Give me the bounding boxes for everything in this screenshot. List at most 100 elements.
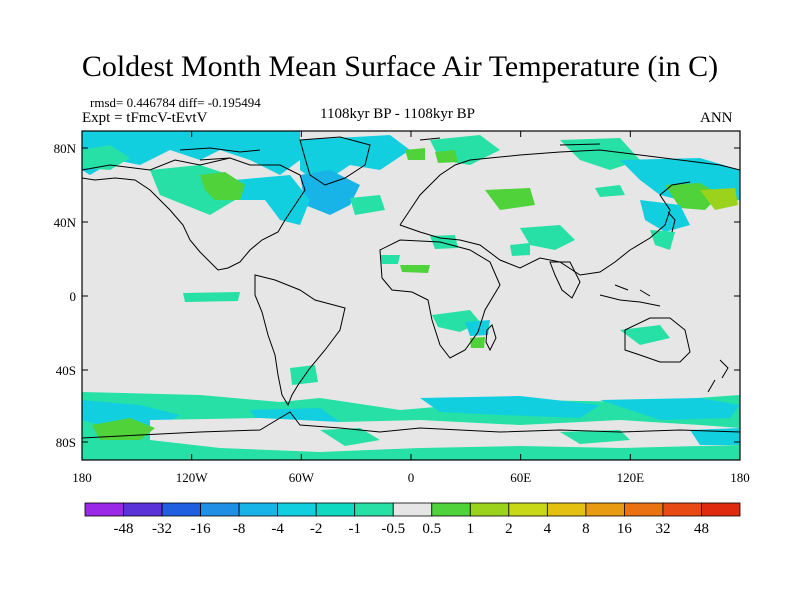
colorbar-swatch bbox=[123, 502, 163, 517]
lat-label: 0 bbox=[70, 289, 77, 304]
coastline-antarctica bbox=[82, 411, 740, 439]
colorbar-label: -32 bbox=[152, 521, 172, 537]
coastline-africa bbox=[379, 239, 501, 359]
anomaly-patch bbox=[183, 292, 240, 302]
anomaly-patch bbox=[435, 150, 458, 163]
colorbar-swatch bbox=[277, 502, 317, 517]
anomaly-patch bbox=[400, 265, 430, 273]
lon-label: 120E bbox=[617, 470, 645, 485]
colorbar-label: 8 bbox=[582, 521, 590, 537]
lon-label: 0 bbox=[408, 470, 415, 485]
coastline-greenland bbox=[299, 136, 371, 186]
period-label: 1108kyr BP - 1108kyr BP bbox=[320, 106, 476, 122]
colorbar: -48 -32 -16 -8 -4 -2 -1 -0.5 0.5 1 2 4 8 16 32 48 bbox=[84, 502, 741, 537]
lat-label: 40S bbox=[56, 363, 76, 378]
anomaly-patch bbox=[560, 430, 630, 444]
colorbar-swatch bbox=[200, 502, 240, 517]
colorbar-label: -1 bbox=[348, 521, 361, 537]
anomaly-patch bbox=[350, 195, 385, 215]
anomaly-patch bbox=[600, 398, 740, 420]
colorbar-swatch bbox=[431, 502, 471, 517]
chart-title: Coldest Month Mean Surface Air Temperatu… bbox=[81, 50, 719, 83]
coastline-japan bbox=[667, 211, 676, 233]
stats-text: rmsd= 0.446784 diff= -0.195494 bbox=[90, 95, 261, 110]
colorbar-swatch bbox=[392, 502, 433, 517]
lat-label: 80S bbox=[56, 435, 76, 450]
anomaly-patch bbox=[235, 175, 310, 225]
anomaly-patch bbox=[82, 145, 130, 170]
colorbar-label: -4 bbox=[271, 521, 284, 537]
anomaly-patch bbox=[520, 225, 575, 250]
coastline-arctic-islands bbox=[179, 137, 601, 161]
anomaly-patch bbox=[405, 148, 425, 160]
anomaly-patch bbox=[620, 325, 670, 345]
colorbar-label: 16 bbox=[617, 521, 633, 537]
colorbar-label: 1 bbox=[467, 521, 475, 537]
anomaly-patch bbox=[560, 138, 640, 170]
colorbar-swatch bbox=[585, 502, 625, 517]
coastline-south-america bbox=[254, 274, 346, 407]
anomaly-patch bbox=[485, 188, 535, 210]
lon-label: 180 bbox=[730, 470, 750, 485]
coastline-eurasia bbox=[399, 149, 740, 226]
coastline-india bbox=[549, 261, 581, 299]
colorbar-swatch bbox=[315, 502, 356, 517]
coastline-eurasia-south bbox=[399, 181, 691, 276]
anomaly-patch bbox=[150, 418, 740, 452]
colorbar-label: -8 bbox=[233, 521, 246, 537]
anomaly-patch bbox=[595, 185, 625, 197]
coastlines bbox=[82, 136, 740, 439]
anomaly-patch bbox=[320, 428, 380, 446]
season-label: ANN bbox=[700, 110, 733, 126]
coastline-australia bbox=[624, 317, 691, 363]
colorbar-label: -16 bbox=[191, 521, 211, 537]
colorbar-swatch bbox=[238, 502, 279, 517]
colorbar-swatch bbox=[624, 502, 664, 517]
colorbar-label: 2 bbox=[505, 521, 513, 537]
colorbar-swatch bbox=[701, 502, 741, 517]
anomaly-patch bbox=[380, 255, 400, 264]
anomaly-patch bbox=[290, 365, 318, 385]
anomaly-patch bbox=[200, 172, 245, 200]
anomaly-patch bbox=[470, 337, 485, 348]
anomaly-patch bbox=[465, 320, 490, 336]
colorbar-label: 48 bbox=[694, 521, 709, 537]
anomaly-patch bbox=[92, 418, 155, 440]
coastline-nz bbox=[707, 359, 729, 393]
anomaly-patch bbox=[300, 170, 360, 215]
lon-label: 60W bbox=[289, 470, 315, 485]
anomaly-patch bbox=[510, 243, 530, 256]
colorbar-swatch bbox=[662, 502, 702, 517]
colorbar-label: 4 bbox=[544, 521, 552, 537]
anomaly-patch bbox=[640, 200, 690, 232]
anomaly-field bbox=[82, 131, 740, 460]
colorbar-label: -48 bbox=[114, 521, 134, 537]
colorbar-label: -0.5 bbox=[381, 521, 405, 537]
anomaly-patch bbox=[700, 188, 738, 210]
colorbar-label: 32 bbox=[655, 521, 670, 537]
colorbar-swatch bbox=[354, 502, 394, 517]
coastline-madagascar bbox=[485, 324, 497, 352]
anomaly-patch bbox=[420, 396, 600, 418]
lat-label: 80N bbox=[54, 141, 77, 156]
lon-label: 180 bbox=[72, 470, 92, 485]
experiment-label: Expt = tFmcV-tEvtV bbox=[82, 110, 208, 126]
colorbar-label: -2 bbox=[310, 521, 323, 537]
coastline-north-america bbox=[82, 157, 306, 271]
colorbar-label: 0.5 bbox=[422, 521, 441, 537]
coastline-islands bbox=[599, 284, 661, 307]
colorbar-swatch bbox=[161, 502, 201, 517]
lon-label: 120W bbox=[176, 470, 209, 485]
anomaly-patch bbox=[690, 428, 740, 445]
anomaly-patch bbox=[650, 230, 675, 250]
colorbar-swatch bbox=[469, 502, 510, 517]
anomaly-patch bbox=[82, 131, 300, 175]
colorbar-swatch bbox=[508, 502, 548, 517]
longitude-axis: 180 120W 60W 0 60E 120E 180 bbox=[72, 131, 750, 485]
lat-label: 40N bbox=[54, 215, 77, 230]
anomaly-patch bbox=[430, 235, 458, 249]
latitude-axis: 80N 40N 0 40S 80S bbox=[54, 141, 740, 450]
lon-label: 60E bbox=[510, 470, 531, 485]
colorbar-swatch bbox=[84, 502, 124, 517]
